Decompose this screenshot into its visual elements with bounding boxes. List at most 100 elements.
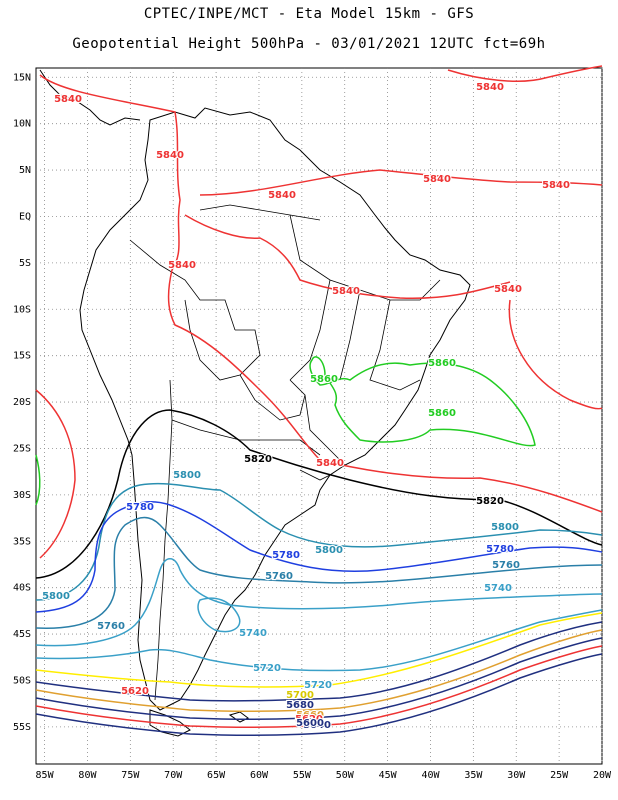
contour-label: 5840: [332, 286, 360, 297]
contour-label: 5800: [173, 470, 201, 481]
contour-label: 5720: [253, 663, 281, 674]
south-america-coast: [79, 107, 471, 711]
contour-5720: [197, 597, 241, 633]
contour-label: 5600: [296, 718, 324, 729]
lat-tick-label: 50S: [13, 675, 31, 686]
contour-label: 5840: [54, 94, 82, 105]
lon-tick-label: 50W: [336, 770, 355, 781]
contour-label: 5760: [492, 560, 520, 571]
map-frame: [35, 67, 603, 765]
contour-label: 5620: [295, 714, 323, 725]
lon-tick-label: 85W: [36, 770, 55, 781]
contour-label: 5840: [542, 180, 570, 191]
grid-lines: [36, 68, 603, 764]
contour-5720: [35, 609, 603, 672]
lat-tick-label: 10N: [13, 119, 31, 130]
border-brazil-south: [304, 394, 346, 466]
lon-tick-label: 75W: [121, 770, 140, 781]
lon-tick-label: 55W: [293, 770, 312, 781]
contour-label: 5860: [428, 408, 456, 419]
contour-5840: [184, 214, 511, 300]
lat-tick-label: 45S: [13, 629, 31, 640]
contour-5840: [508, 299, 603, 410]
contour-5840: [39, 74, 603, 513]
contour-label: 5760: [265, 571, 293, 582]
contour-5780: [35, 500, 603, 613]
country-borders: [129, 204, 441, 701]
contour-label: 5820: [476, 496, 504, 507]
contour-label: 5840: [156, 150, 184, 161]
lon-tick-label: 20W: [593, 770, 612, 781]
contour-5840: [35, 389, 76, 559]
contour-5800: [35, 482, 603, 601]
lon-tick-label: 30W: [507, 770, 526, 781]
lat-tick-label: 35S: [13, 536, 31, 547]
contour-5660: [35, 629, 603, 713]
lat-tick-label: 15S: [13, 351, 31, 362]
lon-tick-label: 35W: [464, 770, 483, 781]
lon-tick-label: 60W: [250, 770, 269, 781]
contour-5620: [35, 645, 603, 729]
contour-5600: [35, 653, 603, 737]
lat-tick-label: 5S: [19, 258, 31, 269]
contour-5860: [309, 356, 536, 447]
border-brazil-states: [289, 214, 441, 391]
contour-labels: 5840 5840 5840 5840 5840 5840 5840 5840 5840 5840…: [41, 81, 571, 732]
contour-label: 5800: [315, 545, 343, 556]
border-bolivia: [184, 299, 261, 381]
contour-label: 5840: [423, 174, 451, 185]
contour-label: 5860: [310, 374, 338, 385]
contour-5860: [35, 454, 41, 506]
border-peru-brazil: [129, 239, 236, 331]
lat-tick-label: 25S: [13, 443, 31, 454]
contour-5840: [447, 65, 603, 82]
lon-tick-label: 65W: [207, 770, 226, 781]
lat-tick-label: 15N: [13, 72, 31, 83]
contour-5680: [35, 621, 603, 702]
lon-tick-label: 70W: [164, 770, 183, 781]
contour-label: 5840: [168, 260, 196, 271]
border-argentina-chile: [154, 379, 173, 701]
contour-label: 5720: [304, 680, 332, 691]
lon-tick-label: 25W: [550, 770, 569, 781]
contour-5760: [35, 516, 603, 629]
contour-5840: [199, 169, 603, 196]
contour-label: 5840: [494, 284, 522, 295]
lat-tick-label: 30S: [13, 490, 31, 501]
contour-label: 5820: [244, 454, 272, 465]
contour-5740: [35, 558, 603, 647]
contour-label: 5800: [42, 591, 70, 602]
contour-5640: [35, 637, 603, 721]
central-america-coast: [39, 69, 141, 126]
chart-subtitle: Geopotential Height 500hPa - 03/01/2021 …: [72, 36, 546, 52]
falkland-islands: [228, 711, 249, 723]
contour-label: 5780: [126, 502, 154, 513]
lon-tick-label: 40W: [421, 770, 440, 781]
contour-label: 5700: [286, 690, 314, 701]
border-paraguay: [239, 374, 306, 421]
lat-tick-label: 20S: [13, 397, 31, 408]
contour-label: 5620: [121, 686, 149, 697]
lon-tick-label: 80W: [78, 770, 97, 781]
contour-label: 5640: [303, 720, 331, 731]
contour-label: 5740: [239, 628, 267, 639]
contour-label: 5780: [272, 550, 300, 561]
contours: [35, 65, 603, 737]
contour-label: 5780: [486, 544, 514, 555]
axis-ticks: 15N 10N 5N EQ 5S 10S 15S 20S 25S 30S 35S 40S 45S 50S 5…: [13, 72, 612, 781]
lat-tick-label: 5N: [19, 165, 31, 176]
contour-label: 5680: [286, 700, 314, 711]
contour-5820: [35, 409, 603, 579]
contour-label: 5800: [491, 522, 519, 533]
contour-label: 5840: [476, 82, 504, 93]
chart-title: CPTEC/INPE/MCT - Eta Model 15km - GFS: [143, 6, 475, 22]
contour-label: 5760: [97, 621, 125, 632]
contour-label: 5860: [428, 358, 456, 369]
lat-tick-label: 40S: [13, 583, 31, 594]
lon-tick-label: 45W: [379, 770, 398, 781]
border-argentina-north: [171, 419, 321, 456]
border-venezuela-brazil: [199, 204, 321, 221]
contour-label: 5660: [296, 710, 324, 721]
contour-label: 5840: [316, 458, 344, 469]
